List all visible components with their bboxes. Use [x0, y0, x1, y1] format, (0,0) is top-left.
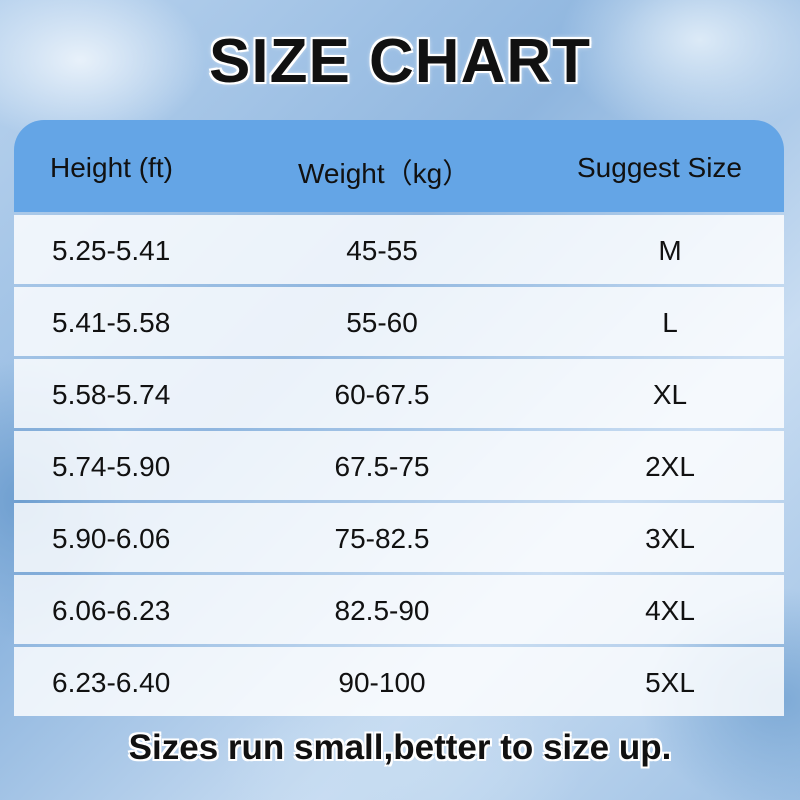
cell-height: 5.90-6.06 — [52, 523, 171, 554]
cell-weight: 55-60 — [346, 307, 418, 338]
cell-size: L — [662, 307, 678, 338]
page-title: SIZE CHART — [209, 27, 591, 96]
header-size: Suggest Size — [577, 152, 742, 183]
cell-weight: 67.5-75 — [334, 451, 430, 482]
header-height: Height (ft) — [50, 152, 173, 183]
table-row: 6.06-6.23 82.5-90 4XL — [14, 575, 784, 644]
cell-height: 5.41-5.58 — [52, 307, 171, 338]
table-row: 5.25-5.41 45-55 M — [14, 215, 784, 284]
table-row: 5.41-5.58 55-60 L — [14, 287, 784, 356]
cell-weight: 75-82.5 — [334, 523, 430, 554]
cell-weight: 82.5-90 — [334, 595, 430, 626]
cell-size: 3XL — [645, 523, 695, 554]
cell-size: M — [658, 235, 682, 266]
size-table: Height (ft) Weight（kg） Suggest Size 5.25… — [14, 120, 784, 716]
cell-height: 6.06-6.23 — [52, 595, 171, 626]
cell-height: 5.58-5.74 — [52, 379, 171, 410]
table-row: 5.74-5.90 67.5-75 2XL — [14, 431, 784, 500]
table-row: 6.23-6.40 90-100 5XL — [14, 647, 784, 716]
cell-weight: 60-67.5 — [334, 379, 430, 410]
header-weight: Weight（kg） — [298, 158, 471, 189]
cell-weight: 45-55 — [346, 235, 418, 266]
cell-size: 5XL — [645, 667, 695, 698]
cell-size: 2XL — [645, 451, 695, 482]
table-row: 5.58-5.74 60-67.5 XL — [14, 359, 784, 428]
cell-height: 5.74-5.90 — [52, 451, 171, 482]
table-row: 5.90-6.06 75-82.5 3XL — [14, 503, 784, 572]
cell-size: 4XL — [645, 595, 695, 626]
cell-size: XL — [652, 379, 688, 410]
cell-height: 5.25-5.41 — [52, 235, 171, 266]
table-header: Height (ft) Weight（kg） Suggest Size — [14, 120, 784, 212]
cell-height: 6.23-6.40 — [52, 667, 171, 698]
cell-weight: 90-100 — [338, 667, 426, 698]
footer-note: Sizes run small,better to size up. — [128, 728, 672, 767]
